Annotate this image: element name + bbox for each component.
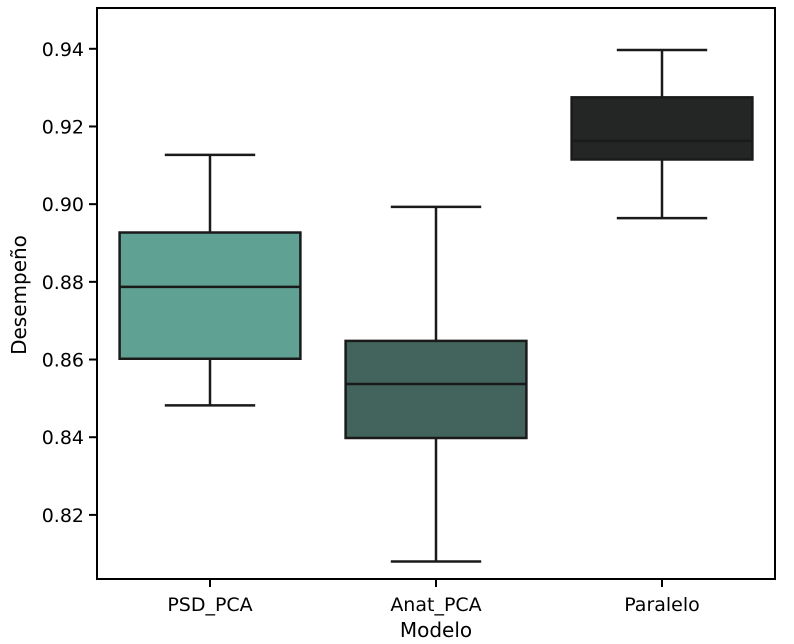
y-tick-label: 0.86	[42, 350, 84, 372]
x-tick-label: Paralelo	[624, 594, 700, 616]
y-tick-label: 0.94	[42, 39, 84, 61]
x-tick-label: Anat_PCA	[390, 594, 481, 616]
x-axis-title: Modelo	[400, 618, 472, 642]
box-group	[344, 205, 528, 563]
x-tick-label: PSD_PCA	[167, 594, 252, 616]
x-axis: PSD_PCA Anat_PCA Paralelo	[167, 579, 700, 616]
box-rect	[570, 96, 754, 161]
box-rect	[344, 339, 528, 440]
y-tick-label: 0.92	[42, 116, 84, 138]
y-tick-label: 0.90	[42, 194, 84, 216]
y-axis-title: Desempeño	[7, 235, 31, 355]
y-tick-label: 0.88	[42, 272, 84, 294]
box-group	[570, 48, 754, 220]
box-rect	[118, 231, 302, 361]
box-series	[118, 48, 754, 563]
box-group	[118, 153, 302, 407]
y-tick-label: 0.84	[42, 427, 84, 449]
y-tick-label: 0.82	[42, 505, 84, 527]
y-axis: 0.82 0.84 0.86 0.88 0.90 0.92 0.94	[42, 39, 97, 527]
